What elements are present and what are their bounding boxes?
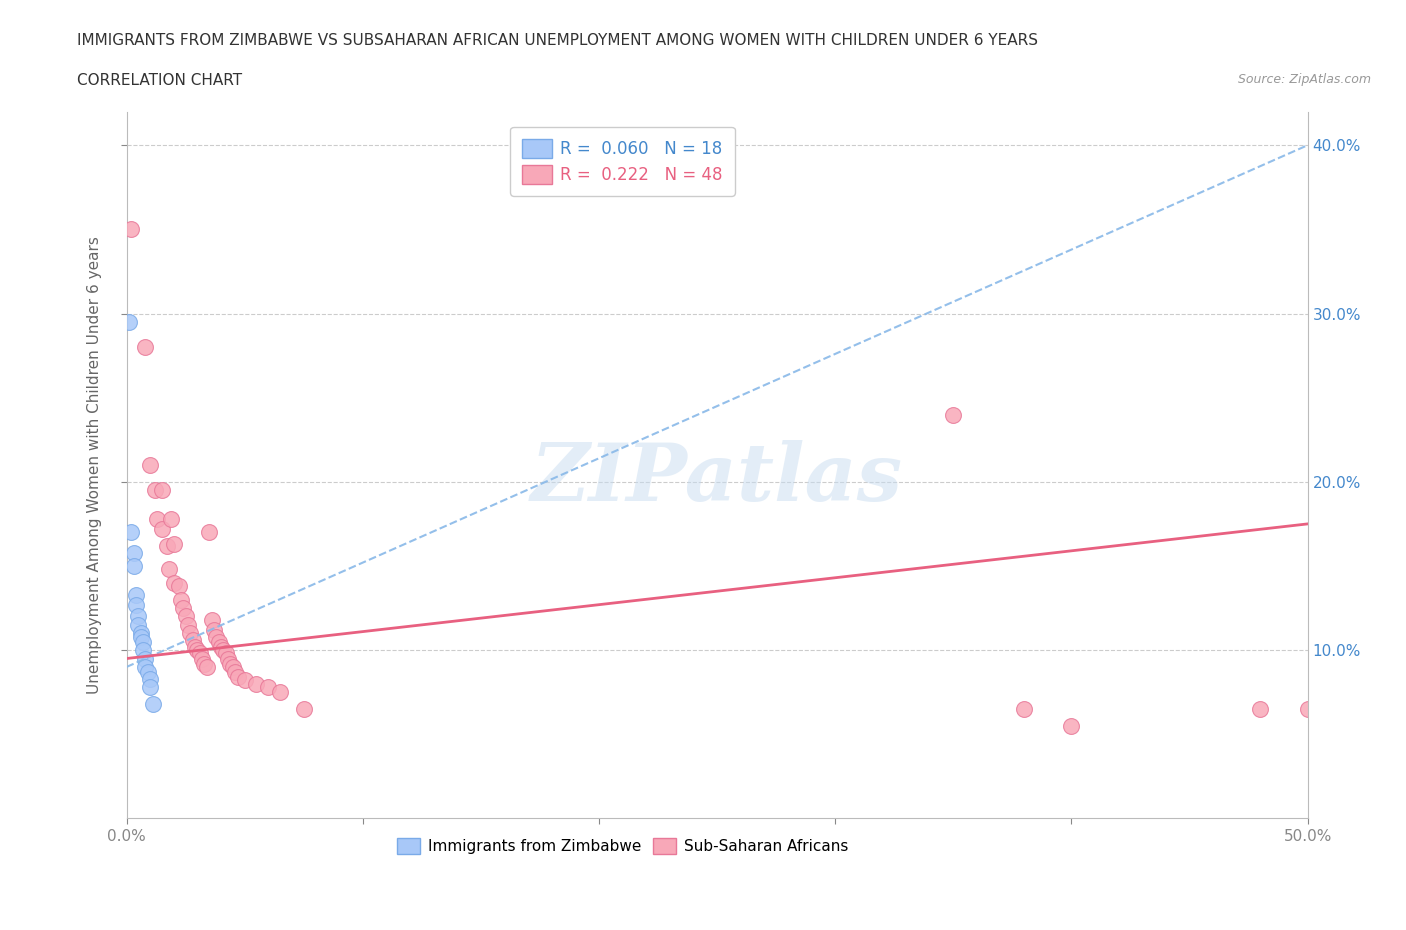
Text: CORRELATION CHART: CORRELATION CHART <box>77 73 242 87</box>
Point <box>141 697 163 711</box>
Point <box>118 314 141 329</box>
Point <box>167 578 190 593</box>
Point <box>156 538 179 553</box>
Point <box>163 537 186 551</box>
Point <box>233 673 256 688</box>
Point <box>1012 701 1035 716</box>
Point <box>170 592 193 607</box>
Point <box>191 651 214 666</box>
Point <box>1296 701 1319 716</box>
Point <box>134 339 156 354</box>
Text: IMMIGRANTS FROM ZIMBABWE VS SUBSAHARAN AFRICAN UNEMPLOYMENT AMONG WOMEN WITH CHI: IMMIGRANTS FROM ZIMBABWE VS SUBSAHARAN A… <box>77 33 1038 47</box>
Point <box>120 222 142 237</box>
Point <box>181 632 204 647</box>
Point <box>205 630 228 644</box>
Point <box>132 643 155 658</box>
Point <box>226 670 249 684</box>
Point <box>202 622 225 637</box>
Point <box>209 639 232 654</box>
Point <box>219 657 242 671</box>
Text: ZIPatlas: ZIPatlas <box>531 441 903 518</box>
Point <box>150 522 173 537</box>
Point <box>139 458 162 472</box>
Legend: Immigrants from Zimbabwe, Sub-Saharan Africans: Immigrants from Zimbabwe, Sub-Saharan Af… <box>391 832 855 860</box>
Point <box>122 545 145 560</box>
Point <box>174 609 197 624</box>
Point <box>150 483 173 498</box>
Point <box>188 646 211 661</box>
Point <box>198 525 221 539</box>
Point <box>224 665 246 680</box>
Point <box>179 626 201 641</box>
Point <box>222 659 245 674</box>
Point <box>134 659 156 674</box>
Point <box>125 597 148 612</box>
Point <box>132 634 155 649</box>
Point <box>129 630 152 644</box>
Point <box>184 639 207 654</box>
Point <box>125 587 148 602</box>
Point <box>177 618 200 632</box>
Point <box>127 618 149 632</box>
Point <box>269 684 291 699</box>
Text: Source: ZipAtlas.com: Source: ZipAtlas.com <box>1237 73 1371 86</box>
Y-axis label: Unemployment Among Women with Children Under 6 years: Unemployment Among Women with Children U… <box>87 236 103 694</box>
Point <box>143 483 166 498</box>
Point <box>200 612 222 627</box>
Point <box>186 643 208 658</box>
Point <box>146 512 169 526</box>
Point <box>172 601 194 616</box>
Point <box>134 651 156 666</box>
Point <box>136 665 159 680</box>
Point <box>208 634 231 649</box>
Point <box>292 701 315 716</box>
Point <box>257 680 280 695</box>
Point <box>160 512 183 526</box>
Point <box>215 646 238 661</box>
Point <box>157 562 180 577</box>
Point <box>217 651 239 666</box>
Point <box>139 671 162 686</box>
Point <box>245 676 267 691</box>
Point <box>122 559 145 574</box>
Point <box>942 407 965 422</box>
Point <box>1249 701 1271 716</box>
Point <box>195 659 218 674</box>
Point <box>1060 718 1083 733</box>
Point <box>129 626 152 641</box>
Point <box>120 525 142 539</box>
Point <box>163 576 186 591</box>
Point <box>193 657 215 671</box>
Point <box>212 643 235 658</box>
Point <box>127 609 149 624</box>
Point <box>139 680 162 695</box>
